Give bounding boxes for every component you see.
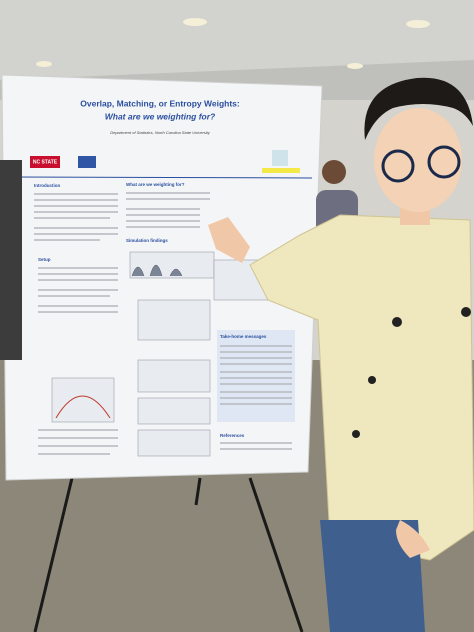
logo-box [30,156,60,168]
logo-2 [78,156,96,168]
easel-leg [248,477,304,632]
easel-leg [33,477,74,632]
divider [13,176,313,179]
highlight [262,168,300,173]
coat-buttons [352,307,471,438]
section-header: Setup [38,257,51,262]
section-header: Simulation findings [126,238,168,243]
jeans [320,520,425,632]
ceiling-light [183,18,207,26]
qr-code [272,150,288,166]
poster-subtitle: What are we weighting for? [105,111,216,121]
hair [364,77,473,140]
hand [396,520,430,558]
trench-coat [249,214,474,561]
ceiling-panel [0,0,474,80]
face [374,108,462,212]
ceiling-light [36,61,52,67]
hand [208,217,250,263]
section-header: What are we weighting for? [126,182,185,187]
section-header: Introduction [34,183,60,188]
body-text [34,192,292,455]
poster-affiliation: Department of Statistics, North Carolina… [110,130,211,135]
glasses [381,149,415,183]
easel-leg [194,477,202,506]
glasses [427,145,461,179]
take-home-box [217,330,295,422]
poster-title: Overlap, Matching, or Entropy Weights: [80,98,240,108]
ceiling-light [347,63,363,69]
section-header: References [220,433,245,438]
ceiling-light [406,20,430,28]
density-plot [131,264,183,277]
logo: NC STATE [33,159,58,165]
curve [55,395,111,419]
bystander-head [322,160,346,184]
bystander-left [0,160,22,360]
section-header: Take-home messages [220,334,267,339]
